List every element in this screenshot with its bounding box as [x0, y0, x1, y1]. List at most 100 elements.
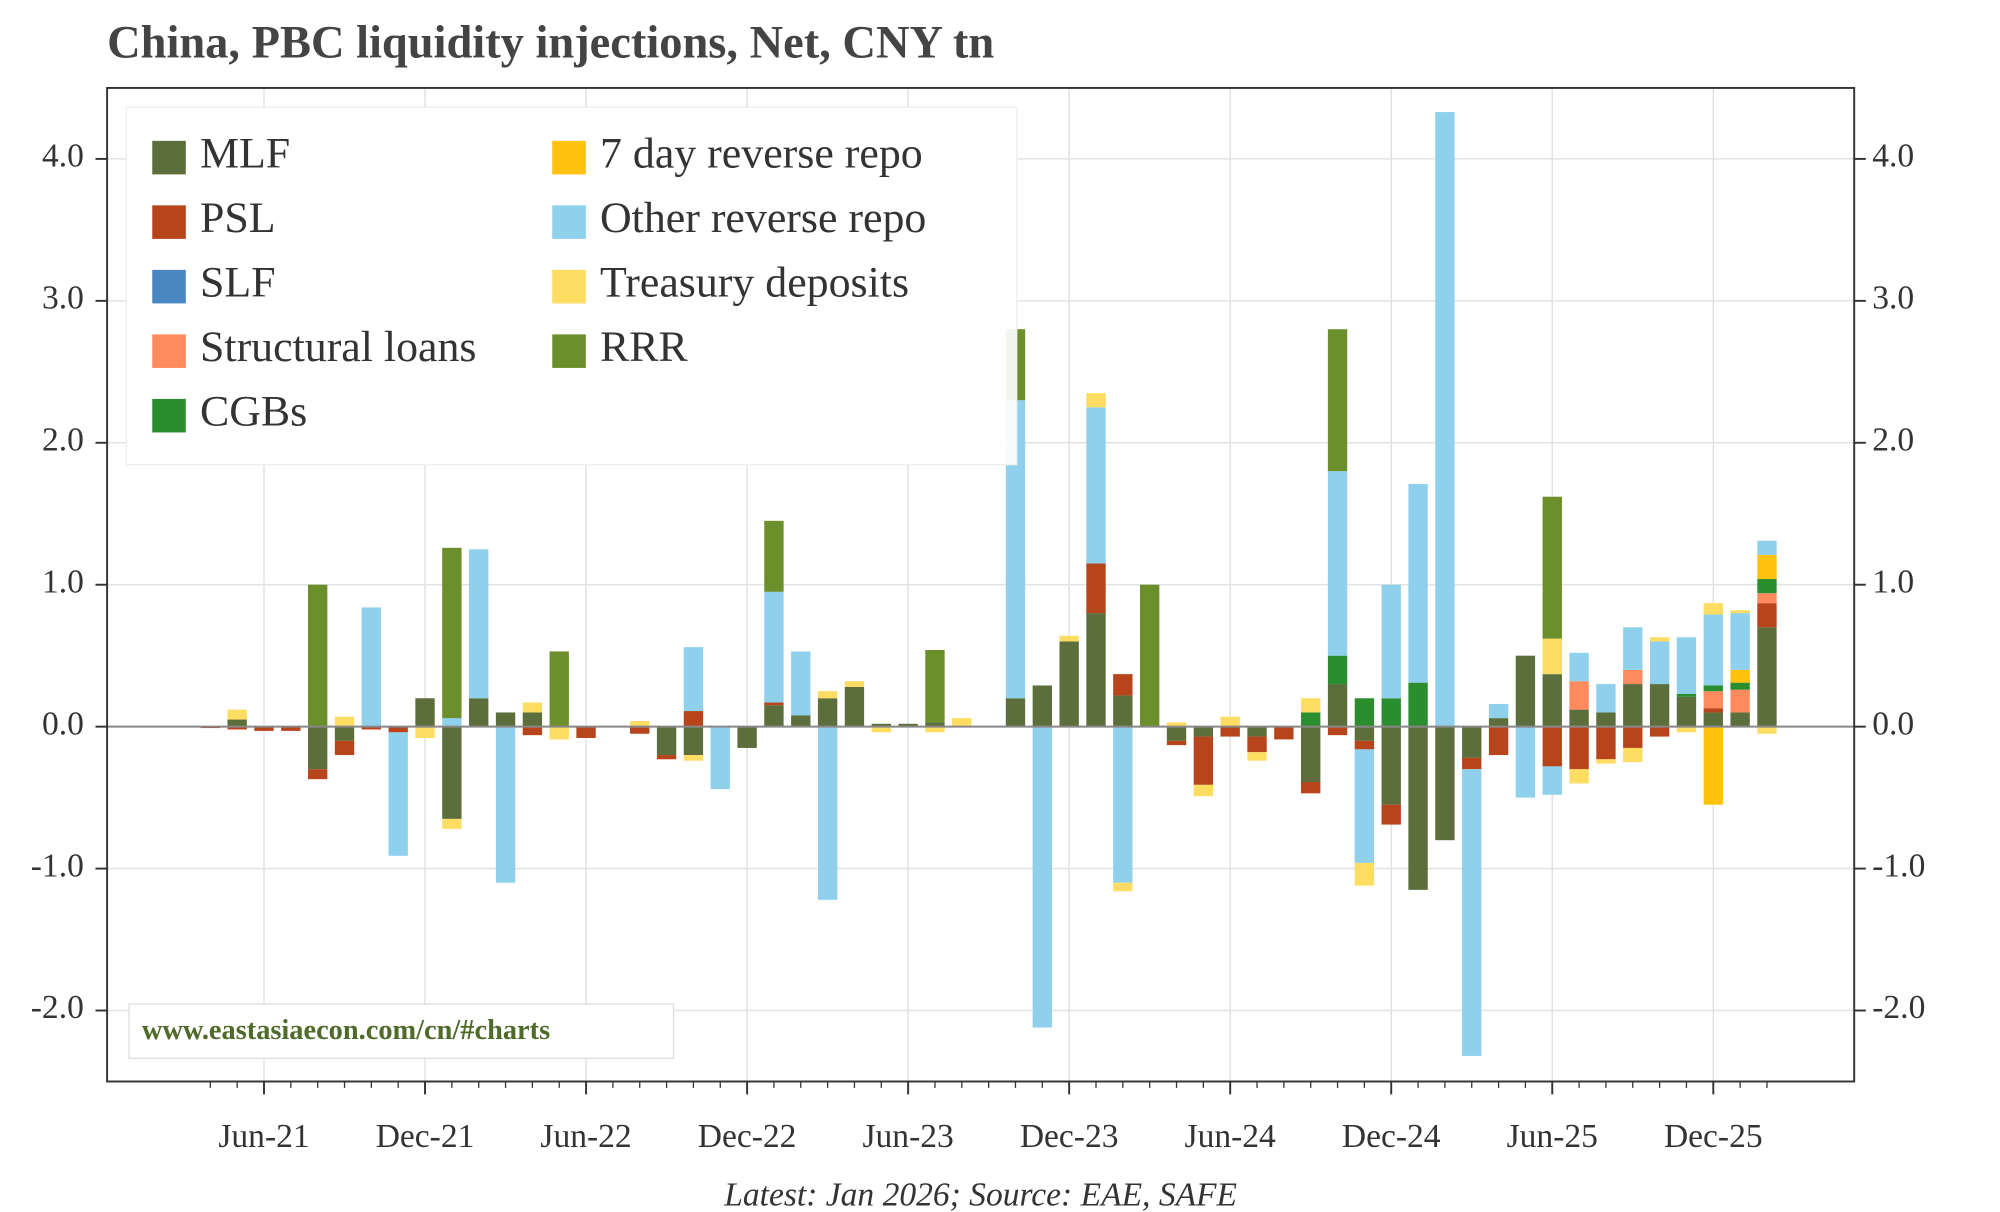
bar — [1462, 757, 1482, 770]
bar — [1166, 726, 1187, 741]
bar — [1596, 726, 1616, 760]
y2-tick-label: 3.0 — [1872, 280, 1914, 317]
x-tick-label: Dec-22 — [698, 1118, 797, 1155]
bar — [1113, 726, 1133, 883]
x-tick-label: Jun-25 — [1507, 1118, 1598, 1155]
bar — [1542, 766, 1562, 795]
bar — [1703, 603, 1723, 615]
bar — [1140, 584, 1160, 727]
bar — [361, 607, 382, 727]
y2-tick-label: -2.0 — [1872, 989, 1925, 1026]
bar — [1435, 726, 1455, 841]
bar — [871, 726, 891, 733]
bar — [630, 726, 650, 734]
x-tick-label: Dec-21 — [376, 1118, 475, 1155]
watermark-box — [128, 1003, 675, 1059]
bar — [1569, 681, 1589, 710]
y2-tick-label: 0.0 — [1872, 705, 1914, 742]
bar — [1542, 638, 1562, 675]
bar — [469, 698, 489, 727]
legend-label: 7 day reverse repo — [600, 130, 923, 178]
bar — [1569, 652, 1589, 682]
bar — [1649, 726, 1670, 737]
bar — [817, 691, 838, 699]
x-tick-label: Jun-21 — [218, 1118, 309, 1155]
bar — [1703, 726, 1723, 805]
legend-label: PSL — [200, 194, 276, 242]
bar — [1488, 703, 1509, 719]
y-tick-label: 2.0 — [42, 421, 84, 458]
bar — [656, 726, 677, 756]
bar — [227, 709, 247, 720]
bar — [1730, 712, 1750, 727]
bar — [925, 726, 945, 733]
bar — [1032, 726, 1052, 1028]
bar — [1703, 708, 1723, 713]
bar — [844, 686, 865, 727]
bar — [549, 726, 569, 740]
bar — [791, 651, 811, 716]
y2-tick-label: 4.0 — [1872, 138, 1914, 175]
bar — [1542, 674, 1562, 727]
legend-swatch — [552, 269, 586, 304]
bar — [495, 726, 516, 883]
bar — [844, 681, 865, 687]
y-tick-label: 4.0 — [42, 138, 84, 175]
bar — [1488, 726, 1509, 756]
bar — [415, 726, 435, 738]
bar — [1327, 684, 1348, 727]
source-note: Latest: Jan 2026; Source: EAE, SAFE — [723, 1176, 1237, 1212]
bar — [1730, 682, 1750, 690]
x-tick-label: Jun-23 — [862, 1118, 953, 1155]
bar — [656, 755, 677, 760]
bar — [1381, 584, 1401, 699]
bar — [1623, 627, 1643, 670]
x-tick-label: Jun-22 — [540, 1118, 631, 1155]
y2-tick-label: 1.0 — [1872, 563, 1914, 600]
bar — [683, 755, 704, 761]
legend-swatch — [552, 334, 586, 368]
legend-label: Treasury deposits — [600, 259, 909, 307]
y-tick-label: -1.0 — [31, 847, 84, 884]
legend-swatch — [552, 140, 586, 175]
bar — [1086, 563, 1106, 614]
bar — [1220, 716, 1240, 727]
legend-label: RRR — [600, 323, 689, 371]
y2-tick-label: -1.0 — [1872, 847, 1925, 884]
bar — [1059, 641, 1079, 727]
bar — [1327, 329, 1348, 472]
bar — [308, 584, 328, 727]
bar — [683, 711, 704, 727]
bar — [1757, 554, 1777, 580]
bar — [1354, 749, 1375, 863]
bar — [1569, 769, 1589, 784]
bar — [442, 547, 462, 719]
bar — [952, 718, 972, 727]
bar — [1193, 726, 1214, 737]
x-tick-label: Jun-24 — [1185, 1118, 1277, 1155]
bar — [1542, 496, 1562, 639]
bar — [1354, 862, 1375, 886]
bar — [764, 702, 784, 706]
y-tick-label: 0.0 — [42, 705, 84, 742]
legend-label: Other reverse repo — [600, 194, 926, 242]
bar — [576, 726, 596, 738]
bar — [1703, 685, 1723, 692]
bar — [1086, 407, 1106, 564]
legend-swatch — [152, 269, 186, 304]
bar — [308, 769, 328, 780]
bar — [1623, 747, 1643, 763]
bar — [227, 726, 247, 730]
bar — [1596, 684, 1616, 713]
bar — [764, 705, 784, 727]
bar — [1757, 603, 1777, 628]
bar — [1649, 641, 1670, 685]
bar — [1569, 709, 1589, 727]
legend-swatch — [152, 140, 186, 175]
bar — [254, 726, 274, 731]
legend-label: Structural loans — [200, 323, 477, 371]
bar — [1113, 882, 1133, 892]
bar — [1730, 613, 1750, 670]
x-tick-label: Dec-23 — [1020, 1118, 1119, 1155]
